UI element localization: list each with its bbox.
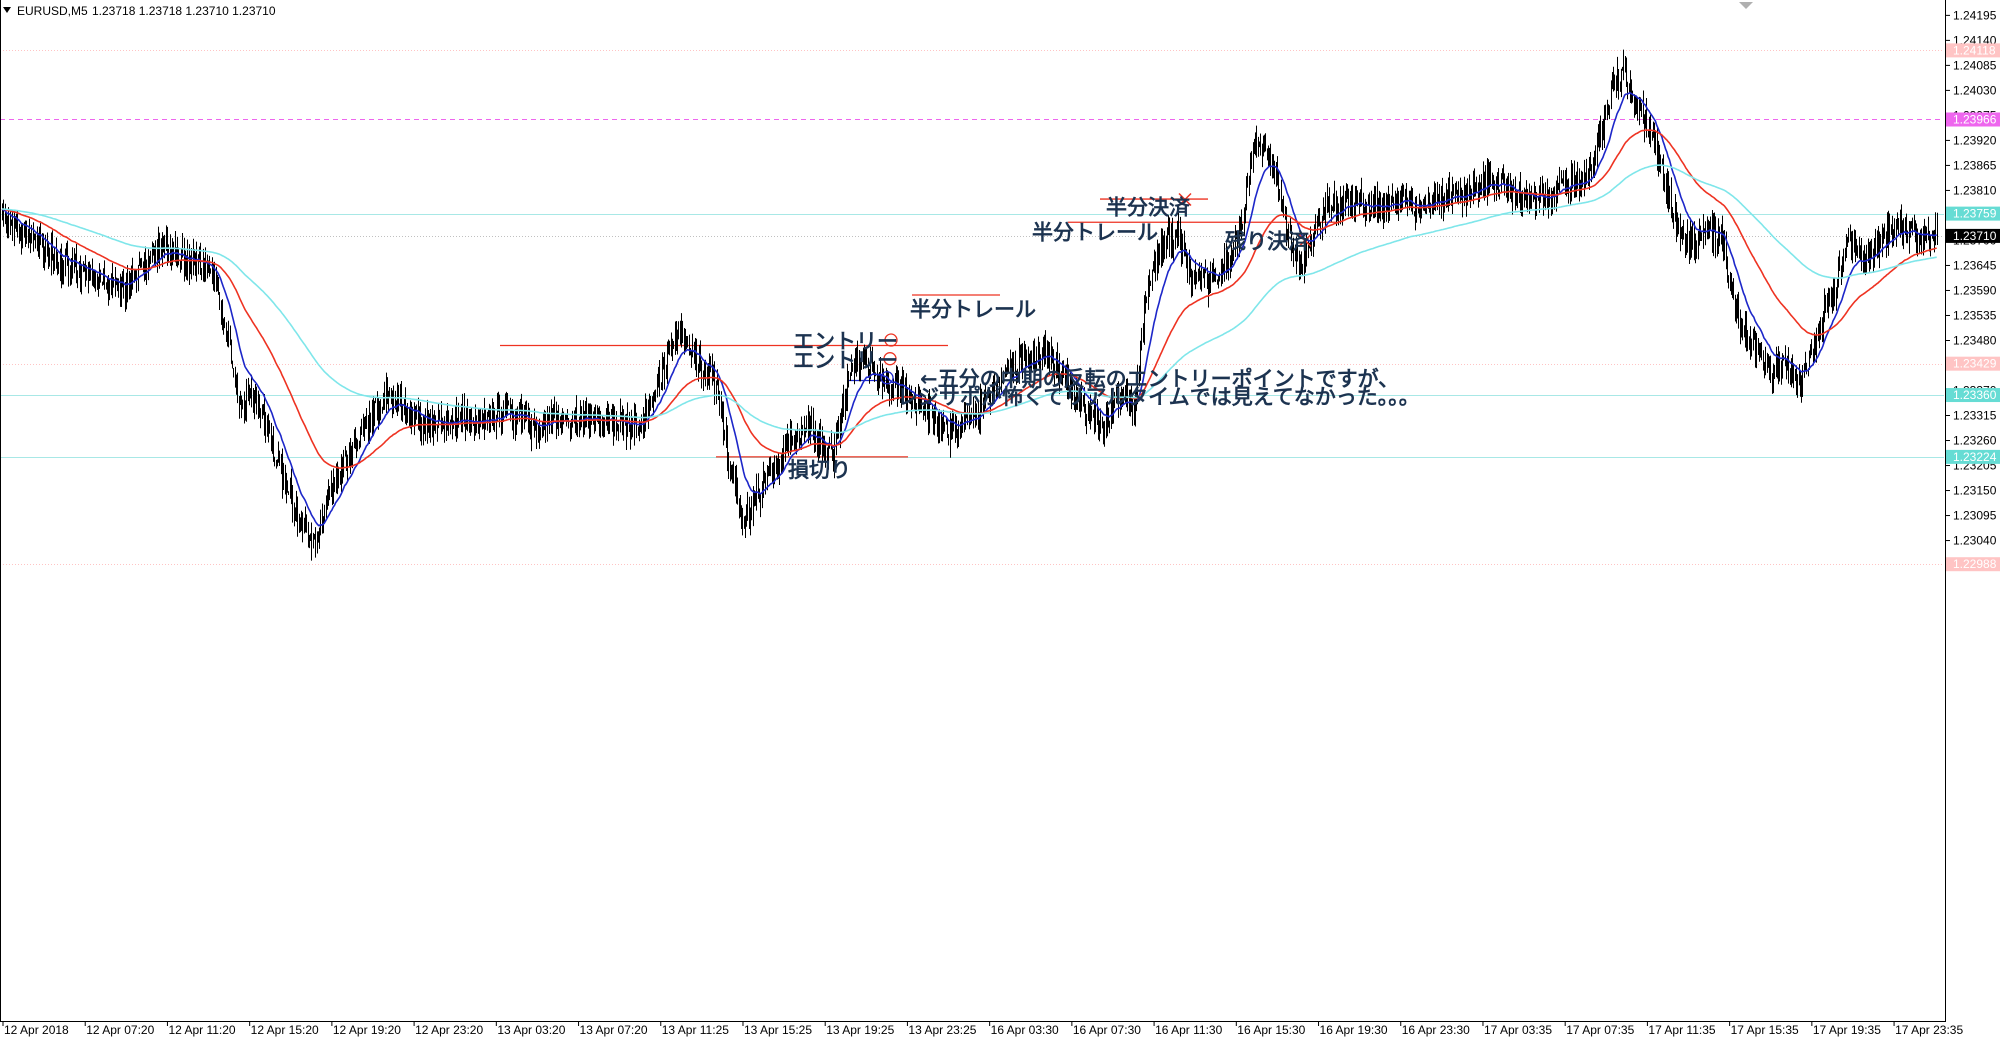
x-tick-label: 13 Apr 15:25 — [744, 1023, 812, 1037]
price-tag-label: 1.23710 — [1953, 229, 1997, 243]
annotation-text: レジサポが怖くてリアルタイムでは見えてなかった。。。 — [897, 385, 1420, 409]
entry-circle-marker — [880, 371, 894, 385]
price-tag — [1946, 228, 2000, 243]
x-tick-label: 16 Apr 15:30 — [1237, 1023, 1305, 1037]
x-tick-label: 13 Apr 07:20 — [580, 1023, 648, 1037]
x-tick-label: 16 Apr 07:30 — [1073, 1023, 1141, 1037]
x-tick-label: 17 Apr 07:35 — [1566, 1023, 1634, 1037]
exit-cross-marker — [1178, 192, 1192, 207]
x-tick-label: 17 Apr 03:35 — [1484, 1023, 1552, 1037]
entry-circle-marker — [883, 352, 897, 366]
x-tick-label: 16 Apr 03:30 — [991, 1023, 1059, 1037]
price-tag — [1946, 388, 2000, 403]
x-tick-label: 17 Apr 15:35 — [1731, 1023, 1799, 1037]
annotation-text: 損切り — [788, 458, 851, 482]
x-tick-label: 13 Apr 19:25 — [826, 1023, 894, 1037]
y-tick-label: 1.23535 — [1953, 308, 1997, 322]
price-axis: 1.241951.241401.240851.240301.239751.239… — [1945, 8, 1997, 573]
price-tags: 1.24118 1.23966 1.23759 1.23710 1.23429 1.233… — [1946, 43, 2000, 572]
price-tag — [1946, 449, 2000, 464]
y-tick-label: 1.24085 — [1953, 58, 1997, 72]
price-tag-label: 1.23759 — [1953, 207, 1997, 221]
symbol-label: EURUSD,M5 — [17, 4, 88, 18]
moving-average-line — [1, 91, 1937, 527]
annotation-text: 半分トレール — [1032, 220, 1158, 244]
exit-cross-marker — [1298, 233, 1312, 247]
x-tick-label: 12 Apr 19:20 — [333, 1023, 401, 1037]
menu-triangle-icon[interactable] — [3, 7, 11, 13]
y-tick-label: 1.23480 — [1953, 333, 1997, 347]
x-tick-label: 17 Apr 19:35 — [1813, 1023, 1881, 1037]
y-tick-label: 1.24030 — [1953, 83, 1997, 97]
x-tick-label: 13 Apr 03:20 — [497, 1023, 565, 1037]
x-tick-label: 12 Apr 23:20 — [415, 1023, 483, 1037]
x-tick-label: 13 Apr 11:25 — [662, 1023, 729, 1037]
price-tag — [1946, 356, 2000, 371]
x-tick-label: 17 Apr 11:35 — [1648, 1023, 1715, 1037]
moving-average-line — [1, 164, 1937, 434]
price-tag — [1946, 43, 2000, 58]
x-tick-label: 16 Apr 11:30 — [1155, 1023, 1222, 1037]
price-tag-label: 1.23429 — [1953, 357, 1997, 371]
y-tick-label: 1.23095 — [1953, 509, 1997, 523]
x-tick-label: 12 Apr 15:20 — [251, 1023, 319, 1037]
price-tag-label: 1.22988 — [1953, 557, 1997, 571]
price-tag-label: 1.23360 — [1953, 388, 1997, 402]
price-tag-label: 1.24118 — [1953, 43, 1996, 57]
moving-averages — [1, 91, 1937, 527]
annotation-text: エントリー — [793, 329, 898, 353]
ohlc-readout: 1.23718 1.23718 1.23710 1.23710 — [92, 4, 276, 18]
x-tick-label: 16 Apr 19:30 — [1320, 1023, 1388, 1037]
annotation-text: 半分決済 — [1106, 195, 1191, 219]
x-tick-label: 13 Apr 23:25 — [908, 1023, 976, 1037]
shift-marker-icon[interactable] — [1739, 2, 1753, 9]
annotation-text: ←五分の中期の反転のエントリーポイントですが、 — [920, 367, 1399, 391]
y-tick-label: 1.23645 — [1953, 258, 1997, 272]
price-tag-label: 1.23224 — [1953, 450, 1997, 464]
price-tag-label: 1.23966 — [1953, 112, 1997, 126]
x-tick-label: 12 Apr 2018 — [4, 1023, 69, 1037]
y-tick-label: 1.24195 — [1953, 8, 1997, 22]
x-tick-label: 17 Apr 23:35 — [1895, 1023, 1963, 1037]
y-tick-label: 1.23150 — [1953, 484, 1997, 498]
time-axis: 12 Apr 2018 12 Apr 07:20 12 Apr 11:20 12 Ap… — [2, 1021, 1963, 1037]
y-tick-label: 1.23040 — [1953, 534, 1997, 548]
y-tick-label: 1.23315 — [1953, 409, 1997, 423]
x-tick-label: 16 Apr 23:30 — [1402, 1023, 1470, 1037]
y-tick-label: 1.23260 — [1953, 434, 1997, 448]
entry-circle-marker — [884, 333, 898, 347]
y-tick-label: 1.23920 — [1953, 133, 1997, 147]
x-tick-label: 12 Apr 11:20 — [168, 1023, 235, 1037]
y-tick-label: 1.23590 — [1953, 283, 1997, 297]
annotation-text: 半分トレール — [910, 298, 1036, 322]
horizontal-levels — [0, 50, 1944, 565]
trade-markers — [880, 192, 1312, 385]
price-tag — [1946, 112, 2000, 127]
annotation-text: エントリー — [793, 349, 898, 373]
price-tag — [1946, 557, 2000, 572]
price-tag — [1946, 206, 2000, 221]
annotation-text: 残り決済 — [1225, 229, 1310, 253]
x-tick-label: 12 Apr 07:20 — [86, 1023, 154, 1037]
y-tick-label: 1.23865 — [1953, 158, 1997, 172]
y-tick-label: 1.23810 — [1953, 183, 1997, 197]
